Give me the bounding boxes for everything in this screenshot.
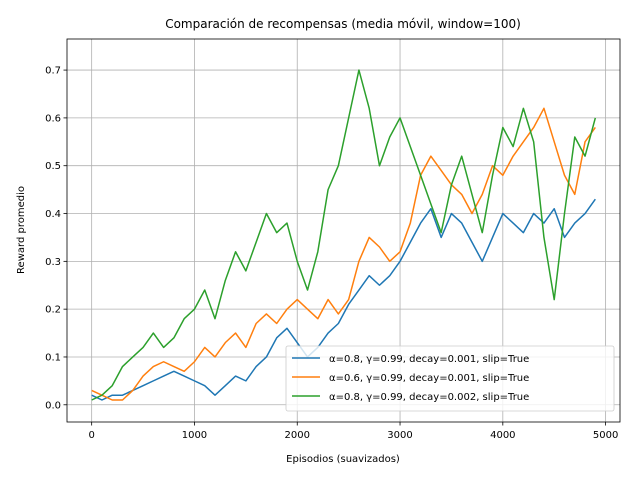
y-tick-label: 0.2 — [45, 305, 61, 316]
y-tick-label: 0.5 — [45, 161, 61, 172]
series-line-1 — [91, 198, 596, 401]
y-tick-label: 0.7 — [45, 66, 61, 77]
legend-label-2: α=0.6, γ=0.99, decay=0.001, slip=True — [329, 373, 529, 384]
y-tick-label: 0.4 — [45, 209, 61, 220]
legend: α=0.8, γ=0.99, decay=0.001, slip=True α=0… — [285, 345, 615, 412]
y-tick-label: 0.0 — [45, 400, 61, 411]
x-tick-label: 0 — [88, 430, 94, 441]
legend-label-3: α=0.8, γ=0.99, decay=0.002, slip=True — [329, 392, 529, 403]
x-axis-label: Episodios (suavizados) — [286, 454, 400, 465]
y-axis-label: Reward promedio — [16, 186, 27, 274]
y-tick-label: 0.1 — [45, 352, 61, 363]
chart-title: Comparación de recompensas (media móvil,… — [165, 17, 521, 31]
series-line-2 — [91, 107, 596, 401]
y-tick-label: 0.3 — [45, 257, 61, 268]
x-tick-label: 3000 — [387, 430, 412, 441]
x-tick-label: 5000 — [593, 430, 618, 441]
x-tick-label: 2000 — [285, 430, 310, 441]
plot-area: 0 1000 2000 3000 4000 5000 0.0 0.1 0.2 0.3 0.4 0.5 0… — [45, 38, 621, 441]
y-tick-label: 0.6 — [45, 113, 61, 124]
axes-frame — [66, 38, 621, 423]
x-tick-label: 4000 — [490, 430, 515, 441]
legend-label-1: α=0.8, γ=0.99, decay=0.001, slip=True — [329, 354, 529, 365]
x-tick-label: 1000 — [182, 430, 207, 441]
legend-box — [285, 345, 615, 412]
series-line-3 — [91, 69, 597, 401]
